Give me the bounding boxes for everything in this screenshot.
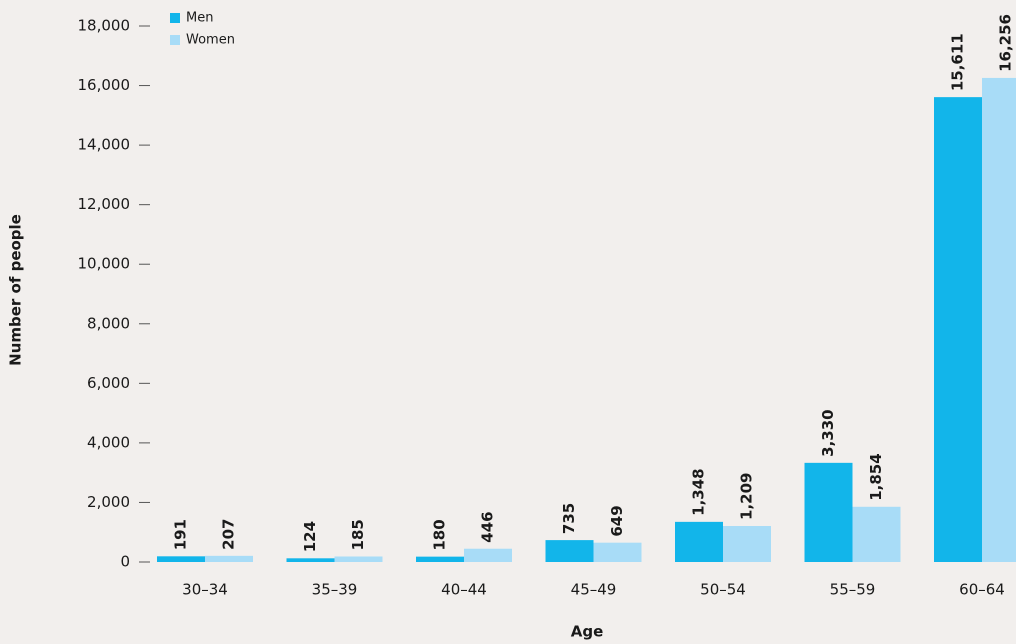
data-label: 1,348 [690,468,708,515]
x-tick-label: 30–34 [182,581,228,599]
bar [157,556,205,562]
bar [934,97,982,563]
bar [804,462,853,562]
data-label: 3,330 [819,409,837,456]
bar [593,542,642,562]
x-tick-label: 35–39 [312,581,358,599]
y-axis-label: Number of people [7,214,25,366]
y-tick-label: 18,000 [78,17,131,35]
bar [982,77,1016,563]
data-label: 649 [608,505,626,536]
y-tick-label: 2,000 [87,493,130,511]
y-tick-label: 0 [120,553,130,571]
data-label: 15,611 [949,33,967,91]
y-tick-label: 4,000 [87,433,130,451]
data-label: 446 [479,511,497,542]
x-tick-label: 40–44 [441,581,487,599]
x-tick-label: 60–64 [959,581,1005,599]
data-label: 185 [349,519,367,550]
data-label: 16,256 [997,14,1015,72]
data-label: 191 [172,519,190,550]
legend-swatch [170,13,180,23]
x-axis-label: Age [571,623,604,641]
legend-label: Men [186,11,213,26]
data-label: 1,854 [867,453,885,500]
x-tick-label: 50–54 [700,581,746,599]
y-tick-label: 6,000 [87,374,130,392]
data-label: 180 [431,519,449,550]
y-tick-label: 14,000 [78,136,131,154]
data-label: 124 [301,521,319,552]
x-tick-label: 55–59 [830,581,876,599]
data-label: 1,209 [738,473,756,520]
bar [205,555,253,562]
x-tick-label: 45–49 [571,581,617,599]
bar [545,540,594,562]
bar [334,556,383,562]
y-tick-label: 10,000 [78,255,131,273]
legend-label: Women [186,33,235,48]
bar [286,558,335,562]
y-tick-label: 8,000 [87,314,130,332]
bar [852,506,901,562]
bar [464,548,512,562]
y-tick-label: 12,000 [78,195,131,213]
data-label: 207 [220,519,238,550]
y-tick-label: 16,000 [78,76,131,94]
legend-swatch [170,35,180,45]
bar [723,525,771,562]
data-label: 735 [560,503,578,534]
bar [675,521,723,562]
bar [416,556,464,562]
